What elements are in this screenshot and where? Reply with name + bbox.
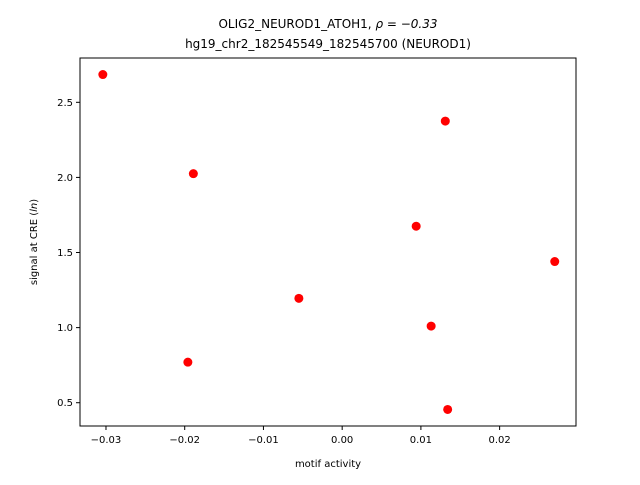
- y-axis-label-prefix: signal at CRE (: [29, 212, 40, 285]
- data-point: [426, 321, 436, 331]
- data-point: [550, 257, 560, 267]
- y-axis-ticks: 0.5 1.0 1.5 2.0 2.5: [57, 98, 80, 409]
- chart-title-line1: OLIG2_NEUROD1_ATOH1, ρ = −0.33: [218, 17, 437, 31]
- x-axis-label: motif activity: [295, 459, 361, 470]
- data-point: [440, 116, 450, 126]
- chart-title-prefix: OLIG2_NEUROD1_ATOH1,: [218, 17, 375, 31]
- x-tick-label: 0.01: [410, 435, 432, 446]
- x-axis-ticks: −0.03 −0.02 −0.01 0.00 0.01 0.02: [91, 426, 511, 446]
- data-points: [98, 70, 560, 414]
- x-tick-label: −0.03: [91, 435, 122, 446]
- data-point: [183, 357, 193, 367]
- data-point: [443, 404, 453, 414]
- y-axis-label-math: ln: [29, 203, 40, 212]
- plot-area-frame: [79, 57, 577, 427]
- x-tick-label: 0.00: [331, 435, 353, 446]
- y-tick-label: 2.5: [57, 98, 73, 109]
- x-tick-label: −0.01: [248, 435, 279, 446]
- data-point: [294, 293, 304, 303]
- x-tick-label: −0.02: [169, 435, 200, 446]
- y-axis-label: signal at CRE (ln): [29, 199, 40, 285]
- chart-title-math: ρ = −0.33: [375, 17, 437, 31]
- data-point: [188, 169, 198, 179]
- y-axis-label-suffix: ): [29, 199, 40, 203]
- y-tick-label: 1.5: [57, 248, 73, 259]
- data-point: [411, 221, 421, 231]
- chart-title-line2: hg19_chr2_182545549_182545700 (NEUROD1): [185, 37, 471, 51]
- y-tick-label: 0.5: [57, 398, 73, 409]
- y-tick-label: 1.0: [57, 323, 73, 334]
- data-point: [98, 70, 108, 80]
- y-tick-label: 2.0: [57, 173, 73, 184]
- x-tick-label: 0.02: [488, 435, 510, 446]
